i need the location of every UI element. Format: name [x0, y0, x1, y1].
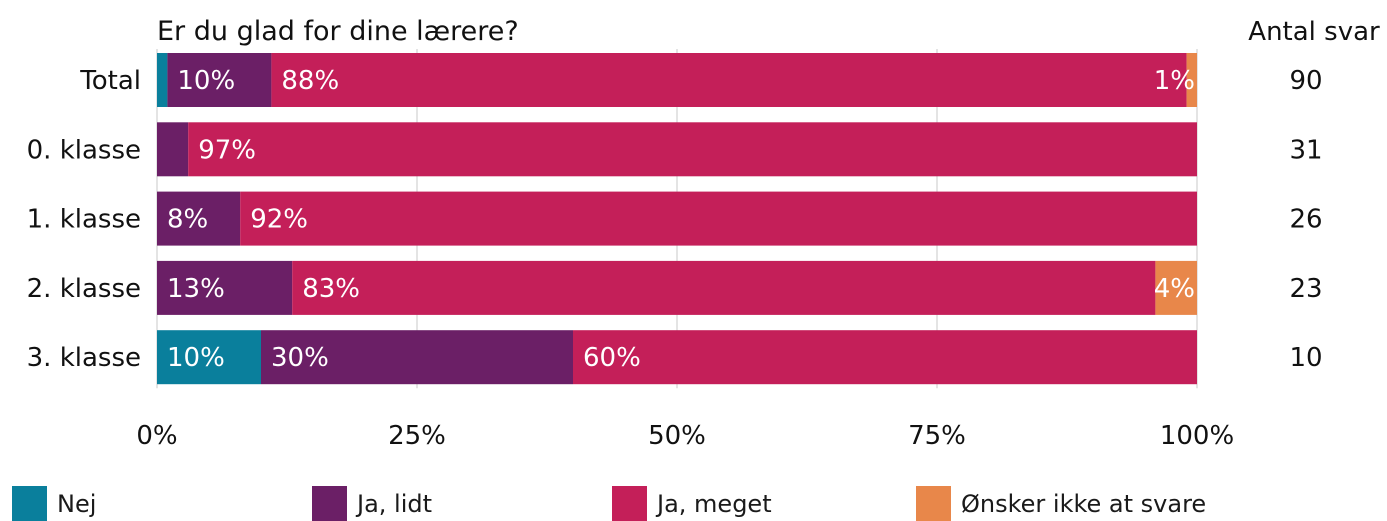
data-label: 1% [1154, 66, 1195, 96]
legend-item: Ønsker ikke at svare [916, 486, 1206, 521]
bar-segment [167, 53, 272, 107]
legend-swatch [916, 486, 951, 521]
category-label: 2. klasse [27, 274, 141, 304]
legend-item: Ja, meget [612, 486, 772, 521]
legend-item: Ja, lidt [312, 486, 432, 521]
count-value: 23 [1289, 274, 1322, 304]
category-label: 1. klasse [27, 205, 141, 235]
data-label: 10% [177, 66, 235, 96]
x-tick-label: 25% [388, 421, 446, 451]
stacked-bar-chart: Er du glad for dine lærere? Antal svar Tot… [27, 16, 1380, 451]
bar-segment [261, 330, 573, 385]
count-header: Antal svar [1248, 17, 1380, 47]
legend-label: Ønsker ikke at svare [961, 489, 1207, 518]
bar-segment [240, 191, 1197, 246]
data-label: 13% [167, 274, 225, 304]
x-tick-label: 0% [136, 421, 177, 451]
category-label: 3. klasse [27, 343, 141, 373]
data-label: 88% [281, 66, 339, 96]
chart-legend: Nej Ja, lidt Ja, meget Ønsker ikke at svare [0, 486, 1387, 521]
legend-swatch [612, 486, 647, 521]
legend-item: Nej [12, 486, 96, 521]
x-tick-label: 50% [648, 421, 706, 451]
category-label: Total [79, 66, 141, 96]
category-label: 0. klasse [27, 135, 141, 165]
bar-segment [1186, 53, 1197, 107]
data-label: 83% [302, 274, 360, 304]
legend-label: Nej [57, 489, 97, 518]
legend-label: Ja, lidt [357, 489, 433, 518]
data-label: 10% [167, 343, 225, 373]
legend-label: Ja, meget [657, 489, 772, 518]
chart-title: Er du glad for dine lærere? [157, 16, 519, 47]
legend-swatch [312, 486, 347, 521]
data-label: 30% [271, 343, 329, 373]
bar-segment [573, 330, 1197, 385]
count-value: 90 [1289, 66, 1322, 96]
data-label: 8% [167, 205, 208, 235]
data-label: 4% [1154, 274, 1195, 304]
bar-segment [292, 260, 1156, 315]
bar-segment [188, 122, 1197, 177]
bar-segment [1155, 260, 1197, 315]
data-label: 60% [583, 343, 641, 373]
data-label: 92% [250, 205, 308, 235]
count-value: 10 [1289, 343, 1322, 373]
count-value: 31 [1289, 135, 1322, 165]
bar-segment [157, 122, 189, 177]
bar-segment [271, 53, 1187, 107]
bar-segment [157, 191, 241, 246]
bar-segment [157, 53, 168, 107]
bar-segment [157, 330, 261, 385]
count-value: 26 [1289, 205, 1322, 235]
legend-swatch [12, 486, 47, 521]
x-tick-label: 100% [1160, 421, 1234, 451]
data-label: 97% [198, 135, 256, 165]
x-tick-label: 75% [908, 421, 966, 451]
bar-segment [157, 260, 293, 315]
